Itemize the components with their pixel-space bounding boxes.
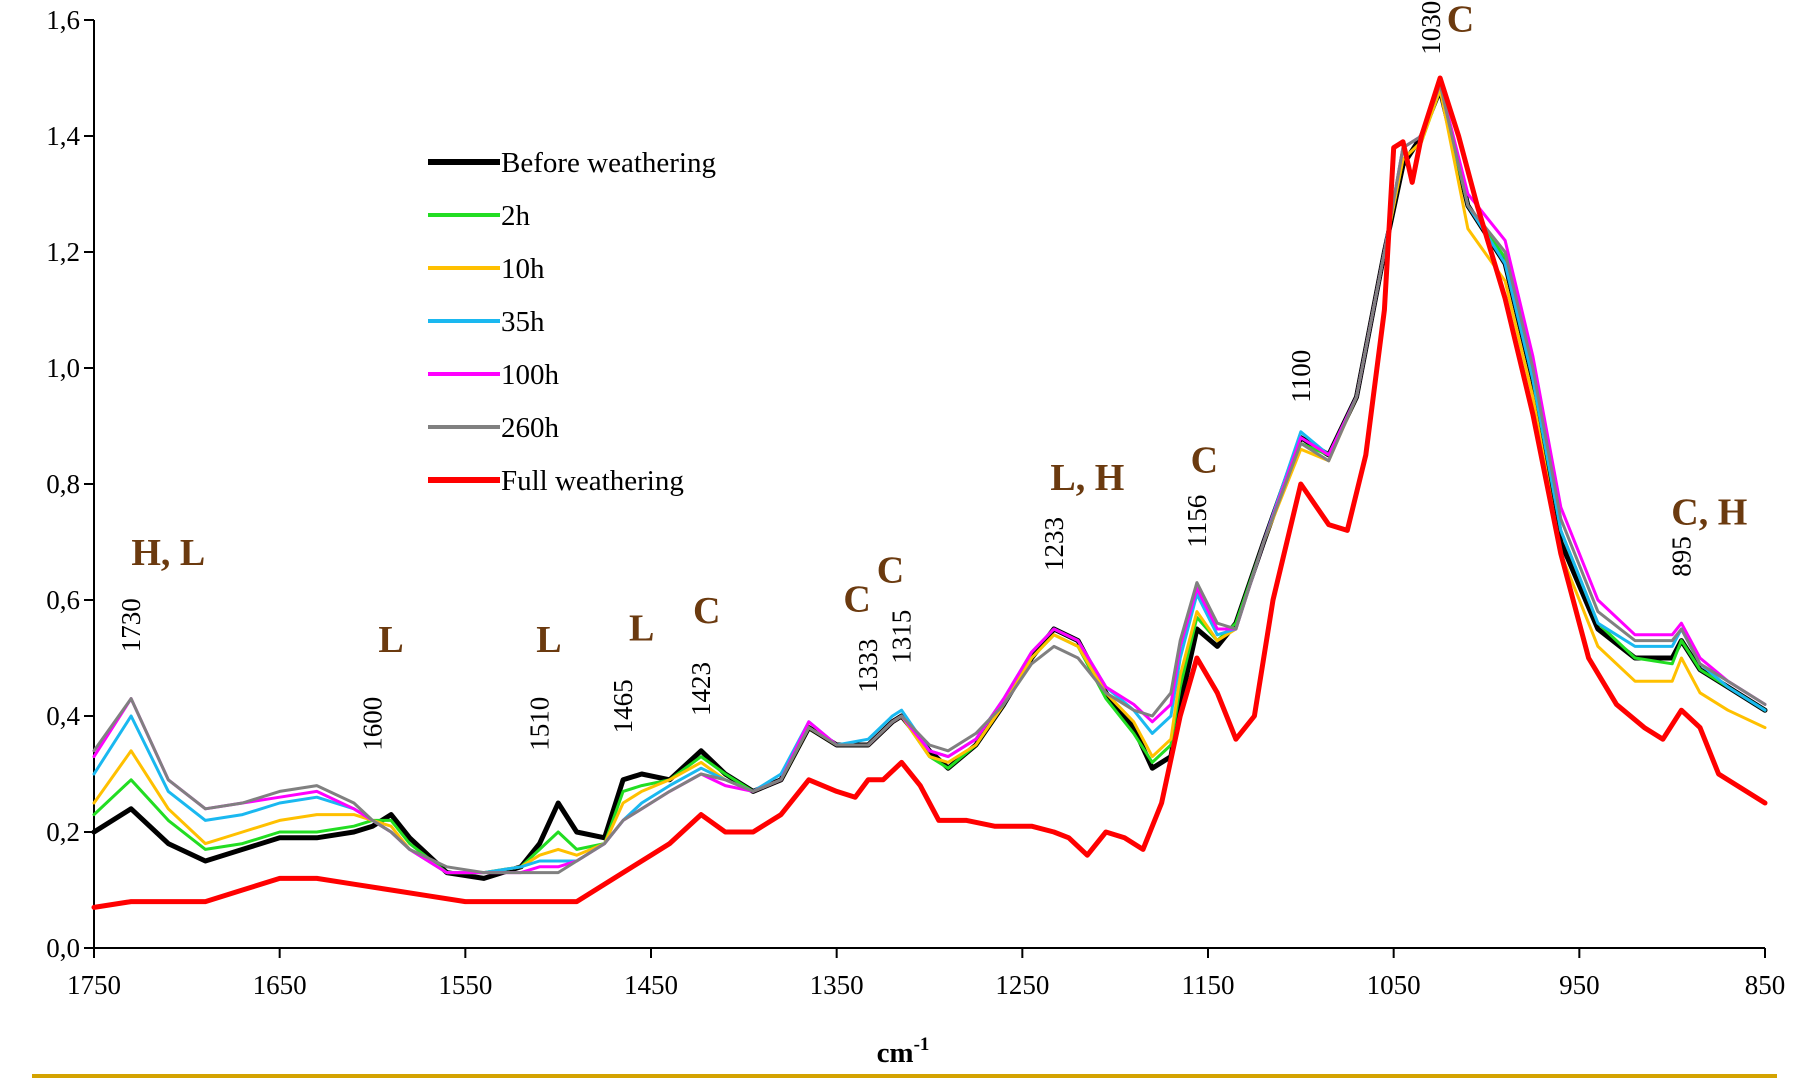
series-line-2 — [92, 88, 1767, 875]
band-label: C — [1191, 439, 1218, 481]
peak-label: 1730 — [116, 598, 146, 652]
band-label: L — [378, 619, 403, 661]
series-line-0 — [91, 87, 1768, 881]
peak-label: 1423 — [686, 662, 716, 716]
y-tick-label: 0,4 — [46, 701, 80, 731]
series-line-5 — [92, 82, 1767, 875]
band-label: H, L — [131, 532, 205, 574]
bottom-rule — [32, 1074, 1777, 1078]
legend-label: Full weathering — [501, 465, 684, 497]
peak-label: 1100 — [1286, 350, 1316, 403]
x-axis-title: cm-1 — [877, 1034, 930, 1069]
band-label: L — [629, 608, 654, 650]
legend-label: 35h — [501, 306, 545, 338]
x-tick-label: 1250 — [995, 970, 1049, 1000]
peak-label: 1600 — [358, 697, 388, 751]
x-tick-label: 1650 — [253, 970, 307, 1000]
x-tick-label: 1350 — [810, 970, 864, 1000]
x-axis-title-superscript: -1 — [914, 1034, 930, 1055]
x-axis-title-base: cm — [877, 1037, 914, 1069]
peak-label: 1333 — [853, 639, 883, 693]
band-label: C, H — [1671, 492, 1747, 534]
peak-label: 1030 — [1416, 1, 1446, 55]
legend-label: 100h — [501, 359, 560, 391]
axes: 0,0 0,2 0,4 0,6 0,8 1,0 1,2 1,4 1,6 1750 1650 1550 1… — [46, 5, 1785, 1000]
peak-label: 1315 — [887, 610, 917, 664]
series-lines — [91, 75, 1768, 910]
band-labels: H, LL L L C CCL, H CCC, H — [131, 0, 1747, 661]
y-tick-label: 1,4 — [46, 121, 80, 151]
x-tick-label: 1050 — [1367, 970, 1421, 1000]
y-tick-label: 1,6 — [46, 5, 80, 35]
x-tick-label: 1550 — [438, 970, 492, 1000]
y-tick-label: 0,2 — [46, 817, 80, 847]
x-tick-label: 1150 — [1182, 970, 1235, 1000]
legend-label: 10h — [501, 253, 545, 285]
band-label: C — [693, 590, 720, 632]
peak-label: 1465 — [608, 679, 638, 733]
x-tick-label: 950 — [1559, 970, 1600, 1000]
x-tick-label: 850 — [1745, 970, 1786, 1000]
band-label: L — [536, 619, 561, 661]
x-tick-label: 1750 — [67, 970, 121, 1000]
band-label: L, H — [1050, 457, 1124, 499]
band-label: C — [1447, 0, 1474, 41]
x-tick-label: 1450 — [624, 970, 678, 1000]
band-label: C — [843, 579, 870, 621]
legend-label: Before weathering — [501, 147, 716, 179]
y-tick-label: 0,8 — [46, 469, 80, 499]
y-tick-label: 1,0 — [46, 353, 80, 383]
band-label: C — [877, 550, 904, 592]
peak-label: 1156 — [1182, 495, 1212, 548]
y-tick-label: 0,6 — [46, 585, 80, 615]
peak-label: 895 — [1666, 536, 1696, 577]
legend: Before weathering 2h 10h 35h 100h 260h Full we… — [428, 147, 716, 497]
y-tick-label: 0,0 — [46, 933, 80, 963]
legend-label: 260h — [501, 412, 560, 444]
y-tick-label: 1,2 — [46, 237, 80, 267]
legend-label: 2h — [501, 200, 531, 232]
series-line-6 — [91, 75, 1768, 910]
peak-label: 1233 — [1039, 517, 1069, 571]
peak-label: 1510 — [525, 697, 555, 751]
